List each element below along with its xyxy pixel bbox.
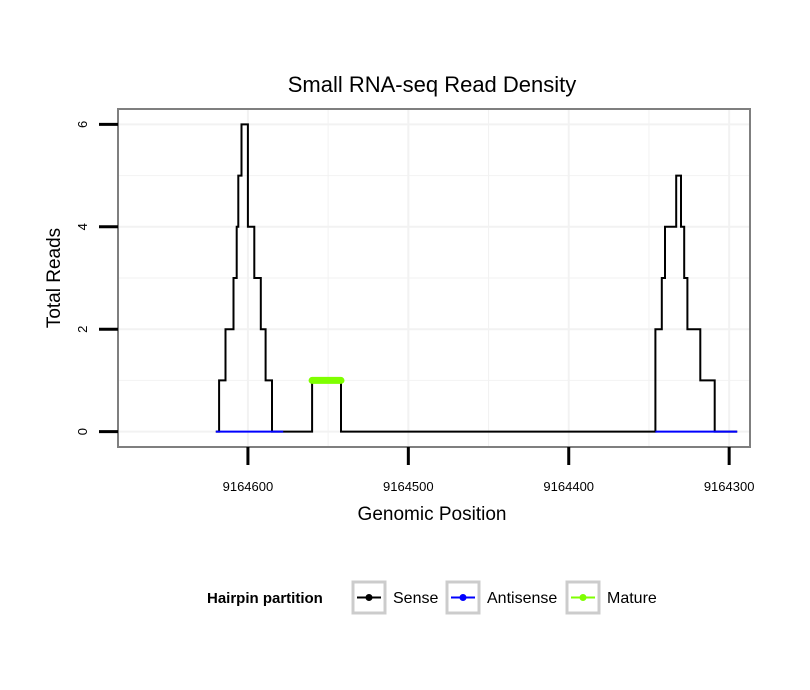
- legend-key-point-sense: [365, 594, 373, 601]
- x-axis: 9164600 9164500 9164400 9164300: [223, 447, 755, 494]
- legend-key-point-antisense: [459, 594, 467, 601]
- y-tick-label: 6: [75, 121, 90, 128]
- grid: [118, 109, 750, 447]
- legend-key-point-mature: [579, 594, 587, 601]
- panel-border: [117, 108, 751, 448]
- legend-label-sense: Sense: [393, 590, 438, 607]
- legend-label-antisense: Antisense: [487, 590, 557, 607]
- x-tick-label: 9164300: [704, 479, 755, 494]
- legend-label-mature: Mature: [607, 590, 657, 607]
- series-line-sense: [215, 123, 738, 433]
- x-tick-label: 9164500: [383, 479, 434, 494]
- x-tick-label: 9164400: [543, 479, 594, 494]
- y-tick-label: 4: [75, 223, 90, 230]
- y-axis-title: Total Reads: [44, 228, 65, 328]
- chart-title: Small RNA-seq Read Density: [288, 72, 577, 97]
- series-layer: [215, 123, 738, 433]
- legend-title: Hairpin partition: [207, 590, 323, 607]
- y-axis: 0 2 4 6: [75, 121, 118, 435]
- legend: Hairpin partition Sense Antisense Mature: [207, 580, 657, 615]
- y-tick-label: 2: [75, 326, 90, 333]
- x-tick-label: 9164600: [223, 479, 274, 494]
- x-axis-title: Genomic Position: [358, 504, 507, 525]
- y-tick-label: 0: [75, 428, 90, 435]
